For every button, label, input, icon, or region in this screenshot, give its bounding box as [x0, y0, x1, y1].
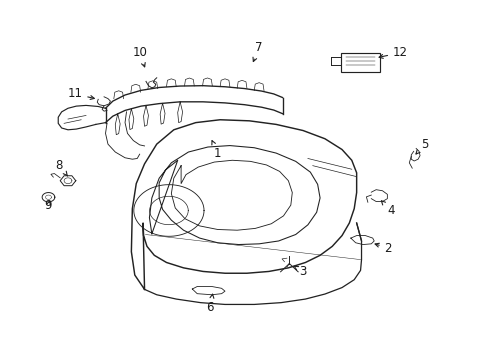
Text: 2: 2 — [374, 242, 391, 255]
Text: 10: 10 — [132, 46, 147, 67]
Text: 4: 4 — [381, 201, 394, 217]
Text: 12: 12 — [378, 46, 407, 59]
Text: 8: 8 — [56, 159, 67, 176]
Bar — [340, 53, 379, 72]
Text: 3: 3 — [293, 265, 306, 278]
Text: 6: 6 — [206, 294, 214, 314]
Text: 7: 7 — [252, 41, 263, 62]
Text: 1: 1 — [211, 141, 221, 159]
Text: 9: 9 — [44, 199, 52, 212]
Text: 5: 5 — [415, 138, 427, 154]
Text: 11: 11 — [67, 87, 94, 100]
